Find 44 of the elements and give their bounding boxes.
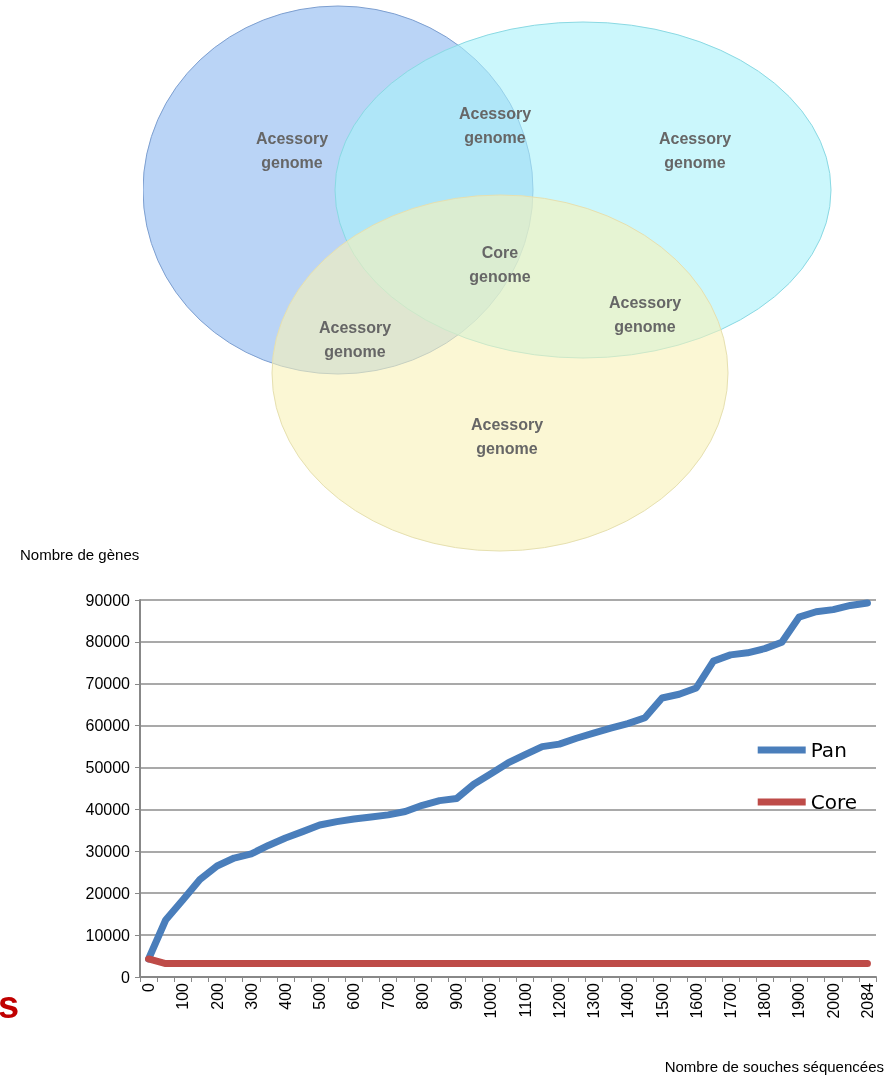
- y-tick-label: 30000: [85, 842, 131, 860]
- text: Acessory genome: [318, 318, 392, 362]
- x-axis-title: Nombre de souches séquencées: [664, 1058, 884, 1075]
- text: Acessory genome: [608, 293, 682, 337]
- x-tick-label: 1200: [550, 982, 568, 1019]
- y-tick-label: 60000: [85, 717, 131, 735]
- y-tick-label: 10000: [85, 926, 131, 944]
- x-tick-label: 900: [448, 982, 466, 1010]
- x-tick-label: 1800: [756, 982, 774, 1019]
- y-tick-label: 20000: [85, 884, 131, 902]
- x-tick-label: 1500: [653, 982, 671, 1019]
- x-tick-label: 1000: [482, 982, 500, 1019]
- text: s: [0, 984, 20, 1026]
- text: Acessory genome: [658, 129, 732, 173]
- x-tick-label: 300: [242, 982, 260, 1010]
- legend-label: Pan: [810, 738, 847, 762]
- x-tick-label: 1600: [687, 982, 705, 1019]
- x-tick-label: 1100: [516, 982, 534, 1018]
- x-tick-label: 400: [276, 982, 294, 1010]
- x-tick-label: 600: [345, 982, 363, 1010]
- y-axis-title: Nombre de gènes: [20, 546, 140, 563]
- y-tick-label: 90000: [85, 591, 131, 609]
- y-tick-label: 0: [121, 968, 131, 986]
- text: Acessory genome: [255, 129, 329, 173]
- x-tick-label: 1400: [619, 982, 637, 1019]
- x-tick-label: 200: [208, 982, 226, 1010]
- y-tick-label: 50000: [85, 759, 131, 777]
- text: Core genome: [469, 243, 531, 287]
- x-tick-label: 1700: [722, 982, 740, 1019]
- x-tick-label: 1300: [585, 982, 603, 1019]
- x-tick-label: 0: [140, 982, 158, 992]
- x-tick-label: 800: [413, 982, 431, 1010]
- y-tick-label: 70000: [85, 675, 131, 693]
- text: Acessory genome: [470, 415, 544, 459]
- x-tick-label: 2000: [824, 982, 842, 1019]
- legend-label: Core: [810, 790, 858, 814]
- x-tick-label: 2084: [858, 982, 876, 1019]
- x-tick-label: 700: [379, 982, 397, 1010]
- x-tick-label: 100: [174, 982, 192, 1010]
- y-tick-label: 40000: [85, 800, 131, 818]
- text: Acessory genome: [458, 104, 532, 148]
- y-tick-label: 80000: [85, 633, 131, 651]
- x-tick-label: 500: [311, 982, 329, 1010]
- x-tick-label: 1900: [790, 982, 808, 1019]
